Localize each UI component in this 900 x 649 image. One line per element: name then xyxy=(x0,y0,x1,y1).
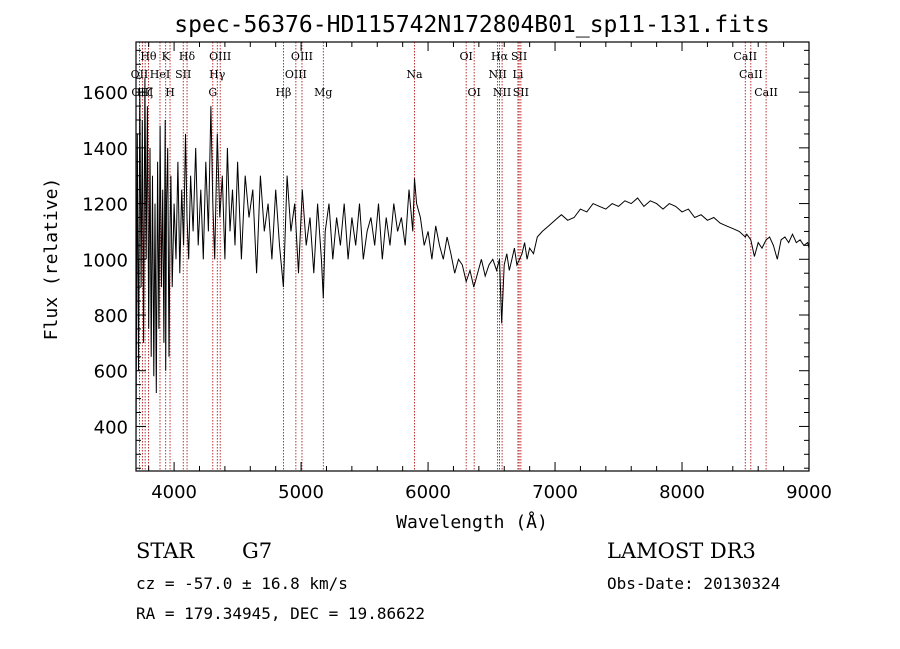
chart-title: spec-56376-HD115742N172804B01_sp11-131.f… xyxy=(174,12,769,38)
line-label-16: Li xyxy=(513,68,524,81)
line-label-17: CaII xyxy=(739,68,763,81)
plot-frame xyxy=(135,41,810,472)
line-label-11: SII xyxy=(175,68,191,81)
object-class: STAR xyxy=(136,539,195,563)
line-label-14: Na xyxy=(406,68,423,81)
line-label-22: Hβ xyxy=(275,86,291,99)
line-label-23: Mg xyxy=(314,86,332,99)
line-label-25: NII xyxy=(493,86,511,99)
x-tick-label-3: 7000 xyxy=(532,482,578,503)
line-label-26: SII xyxy=(513,86,529,99)
line-label-27: CaII xyxy=(754,86,778,99)
line-label-0: Hθ xyxy=(140,50,157,63)
observation-date: Obs-Date: 20130324 xyxy=(607,574,780,593)
y-tick-label-0: 400 xyxy=(94,417,128,438)
line-label-12: Hγ xyxy=(209,68,226,81)
x-axis-label: Wavelength (Å) xyxy=(396,511,548,533)
line-label-9: OII xyxy=(131,68,149,81)
line-label-1: K xyxy=(162,50,171,63)
y-tick-label-3: 1000 xyxy=(82,250,128,271)
line-label-24: OI xyxy=(467,86,480,99)
y-tick-label-1: 600 xyxy=(94,362,128,383)
line-label-13: OIII xyxy=(285,68,307,81)
y-tick-label-4: 1200 xyxy=(82,195,128,216)
redshift-readout: cz = -57.0 ± 16.8 km/s xyxy=(136,574,348,593)
y-tick-label-5: 1400 xyxy=(82,139,128,160)
y-tick-label-2: 800 xyxy=(94,306,128,327)
x-tick-label-4: 8000 xyxy=(659,482,705,503)
x-tick-label-5: 9000 xyxy=(786,482,832,503)
spectrum-line xyxy=(135,78,810,449)
line-label-6: Hα xyxy=(491,50,509,63)
line-label-4: OIII xyxy=(291,50,313,63)
line-label-3: OIII xyxy=(209,50,231,63)
line-label-7: SII xyxy=(511,50,527,63)
x-tick-label-0: 4000 xyxy=(151,482,197,503)
y-axis: 400 600 800 1000 1200 1400 1600 xyxy=(82,49,809,469)
line-label-10: HeI xyxy=(150,68,170,81)
line-label-5: OI xyxy=(459,50,472,63)
line-label-21: G xyxy=(208,86,217,99)
line-label-20: H xyxy=(165,86,175,99)
x-tick-label-2: 6000 xyxy=(405,482,451,503)
line-label-8: CaII xyxy=(733,50,757,63)
x-tick-label-1: 5000 xyxy=(278,482,324,503)
coordinates-readout: RA = 179.34945, DEC = 19.86622 xyxy=(136,604,425,623)
y-axis-label: Flux (relative) xyxy=(41,178,62,341)
line-label-2: Hδ xyxy=(179,50,196,63)
line-markers xyxy=(139,42,767,471)
survey-name: LAMOST DR3 xyxy=(607,539,756,563)
object-subclass: G7 xyxy=(242,539,272,563)
x-axis: 4000 5000 6000 7000 8000 9000 xyxy=(148,42,832,503)
line-label-15: NII xyxy=(488,68,506,81)
y-tick-label-6: 1600 xyxy=(82,83,128,104)
